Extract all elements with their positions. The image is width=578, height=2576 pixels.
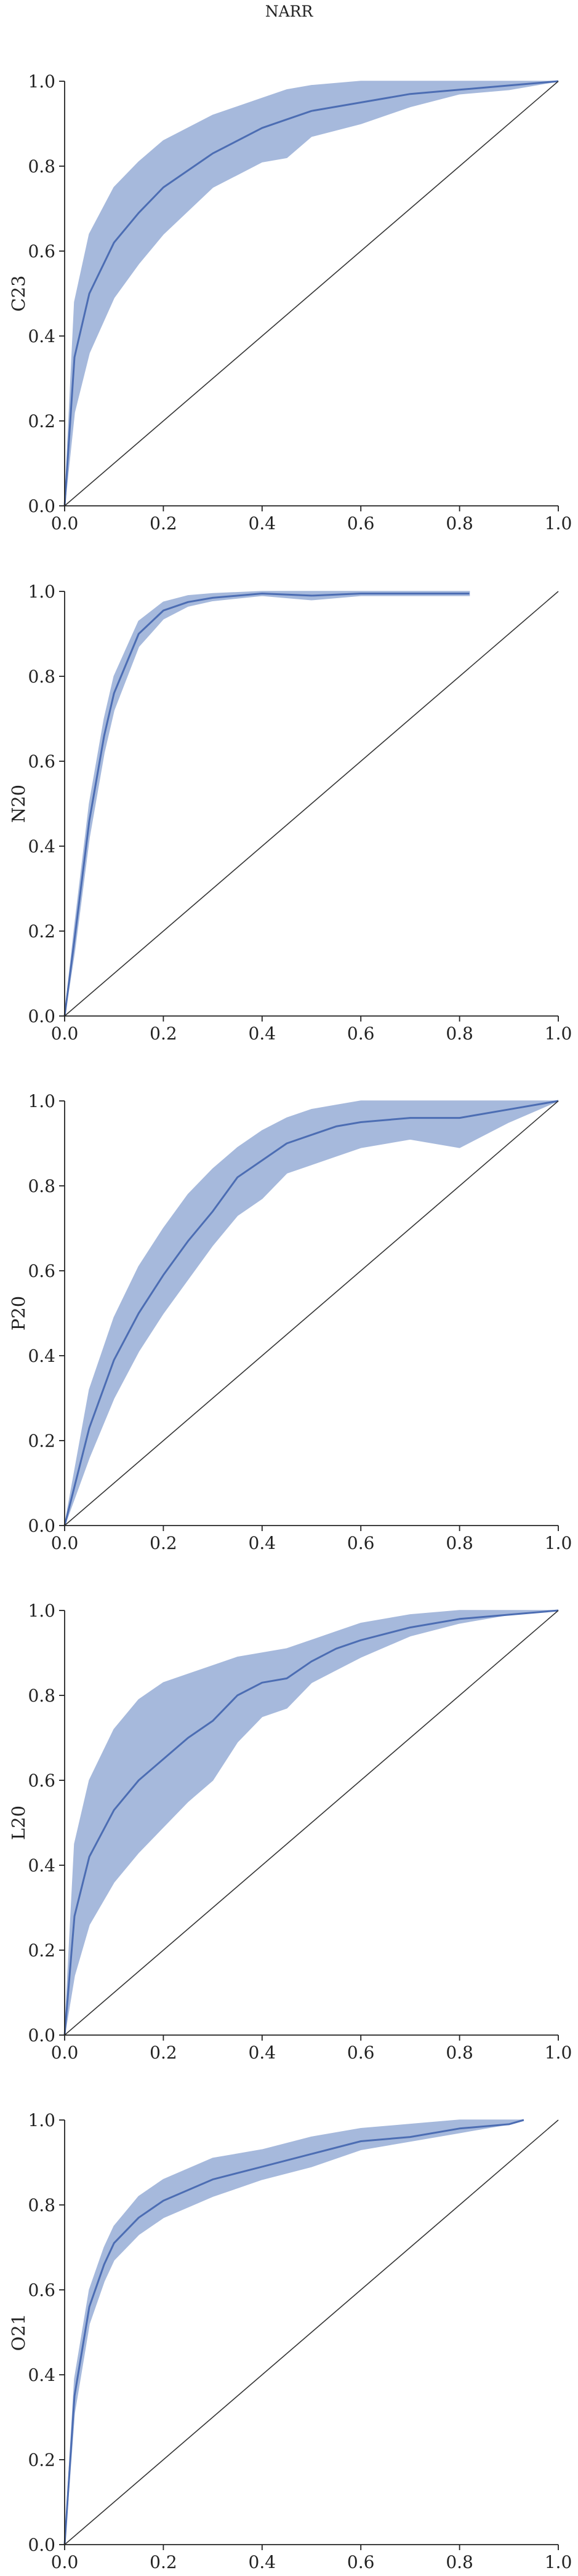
x-tick-label: 0.4 (249, 1023, 276, 1044)
x-tick-label: 0.0 (51, 513, 79, 534)
y-tick-label: 1.0 (28, 1601, 55, 1621)
y-tick-label: 0.8 (28, 666, 55, 687)
x-tick-label: 0.0 (51, 1023, 79, 1044)
x-tick-label: 0.8 (446, 2552, 473, 2572)
confidence-band (64, 591, 470, 1017)
y-tick-label: 0.2 (28, 411, 55, 431)
x-tick-label: 1.0 (545, 513, 572, 534)
chart-panel-o21: 0.0 0.2 0.4 0.6 0.8 1.0 0.0 0.2 0.4 0.6 0.8 1.0 O21 (8, 2110, 572, 2572)
x-tick-label: 0.2 (150, 1023, 177, 1044)
confidence-band (64, 2119, 524, 2545)
x-tick-label: 0.2 (150, 2552, 177, 2572)
y-tick-label: 0.8 (28, 1686, 55, 1706)
chart-panel-p20: 0.0 0.2 0.4 0.6 0.8 1.0 0.0 0.2 0.4 0.6 0.8 1.0 P20 (8, 1091, 572, 1553)
y-axis-label: N20 (8, 785, 29, 823)
x-tick-label: 0.8 (446, 2042, 473, 2063)
y-tick-label: 1.0 (28, 2110, 55, 2130)
y-tick-label: 0.2 (28, 1940, 55, 1961)
y-axis-label: P20 (8, 1296, 29, 1330)
y-tick-label: 0.2 (28, 2450, 55, 2470)
x-tick-label: 0.6 (347, 513, 375, 534)
mean-line (63, 2119, 524, 2545)
mean-line (63, 593, 470, 1017)
x-tick-label: 0.0 (51, 2552, 79, 2572)
x-tick-label: 0.6 (347, 2042, 375, 2063)
y-tick-label: 0.0 (28, 1006, 55, 1026)
x-tick-label: 0.2 (150, 1533, 177, 1553)
x-tick-label: 0.4 (249, 1533, 276, 1553)
y-tick-label: 0.6 (28, 2280, 55, 2300)
y-tick-label: 0.6 (28, 241, 55, 262)
x-tick-label: 1.0 (545, 2552, 572, 2572)
y-tick-label: 0.8 (28, 156, 55, 177)
y-tick-label: 1.0 (28, 582, 55, 602)
chart-panel-n20: 0.0 0.2 0.4 0.6 0.8 1.0 0.0 0.2 0.4 0.6 0.8 1.0 N20 (8, 582, 572, 1044)
diagonal-reference-line (64, 591, 559, 1017)
x-tick-label: 0.8 (446, 513, 473, 534)
x-tick-label: 1.0 (545, 1023, 572, 1044)
x-tick-label: 0.4 (249, 2552, 276, 2572)
y-axis-label: L20 (8, 1806, 29, 1840)
diagonal-reference-line (64, 1610, 559, 2036)
x-tick-label: 0.6 (347, 2552, 375, 2572)
y-tick-label: 0.8 (28, 2195, 55, 2215)
y-tick-label: 0.0 (28, 2535, 55, 2555)
mean-line (63, 80, 559, 506)
y-tick-label: 0.2 (28, 1431, 55, 1451)
y-tick-label: 0.4 (28, 836, 55, 857)
y-tick-label: 1.0 (28, 1091, 55, 1111)
y-tick-label: 1.0 (28, 71, 55, 92)
y-tick-label: 0.4 (28, 1346, 55, 1366)
y-axis-label: O21 (8, 2314, 29, 2351)
x-tick-label: 0.2 (150, 513, 177, 534)
diagonal-reference-line (64, 2119, 559, 2545)
y-tick-label: 0.0 (28, 496, 55, 516)
y-tick-label: 0.0 (28, 1516, 55, 1536)
x-tick-label: 0.0 (51, 2042, 79, 2063)
y-axis-label: C23 (8, 275, 29, 311)
chart-panel-c23: 0.0 0.2 0.4 0.6 0.8 1.0 0.0 0.2 0.4 0.6 0.8 1.0 C23 (8, 71, 572, 534)
y-tick-label: 0.4 (28, 1855, 55, 1876)
y-tick-label: 0.8 (28, 1176, 55, 1196)
y-tick-label: 0.6 (28, 1261, 55, 1281)
x-tick-label: 0.2 (150, 2042, 177, 2063)
diagonal-reference-line (64, 1100, 559, 1526)
y-tick-label: 0.6 (28, 751, 55, 772)
y-tick-label: 0.4 (28, 2365, 55, 2385)
chart-panel-l20: 0.0 0.2 0.4 0.6 0.8 1.0 0.0 0.2 0.4 0.6 0.8 1.0 L20 (8, 1601, 572, 2063)
y-tick-label: 0.0 (28, 2025, 55, 2046)
y-tick-label: 0.4 (28, 326, 55, 346)
x-tick-label: 1.0 (545, 2042, 572, 2063)
page-title: NARR (265, 2, 313, 20)
x-tick-label: 0.4 (249, 513, 276, 534)
y-tick-label: 0.2 (28, 921, 55, 942)
x-tick-label: 0.6 (347, 1533, 375, 1553)
x-tick-label: 0.4 (249, 2042, 276, 2063)
x-tick-label: 0.6 (347, 1023, 375, 1044)
diagonal-reference-line (64, 81, 559, 506)
x-tick-label: 0.8 (446, 1533, 473, 1553)
y-tick-label: 0.6 (28, 1770, 55, 1791)
x-tick-label: 0.8 (446, 1023, 473, 1044)
x-tick-label: 0.0 (51, 1533, 79, 1553)
mean-line (63, 1609, 559, 2036)
x-tick-label: 1.0 (545, 1533, 572, 1553)
mean-line (63, 1100, 559, 1526)
